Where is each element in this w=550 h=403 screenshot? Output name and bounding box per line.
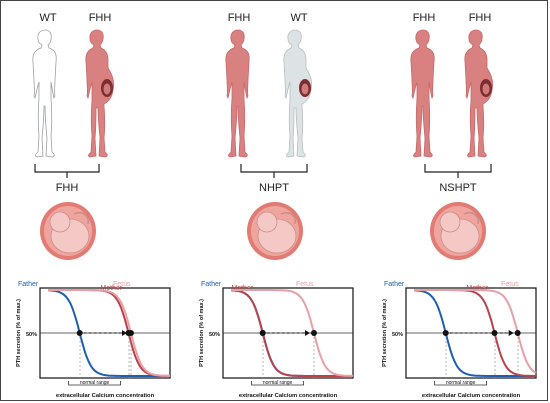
curve-fetus [414, 289, 537, 374]
normal-range-label: normal range [446, 380, 476, 386]
father-figure [410, 29, 435, 158]
fetus-in-womb-illustration [247, 202, 303, 260]
inheritance-bracket [240, 164, 308, 178]
panel-nshpt: FHH FHH NSHPT 50% PTH secretion (% of max.) e… [366, 0, 549, 403]
legend-mother: Mother [466, 285, 488, 292]
arrow-head [304, 330, 310, 336]
curve-father [47, 289, 170, 377]
y-axis-label: PTH secretion (% of max.) [199, 299, 205, 367]
midpoint-dot [76, 330, 83, 336]
panel-fhh: WT FHH FHH 50% PTH secretion (% of max.) extr… [0, 0, 183, 403]
legend-fetus: Fetus [296, 281, 314, 288]
legend-mother: Mother [100, 285, 122, 292]
legend-fetus: Fetus [501, 281, 519, 288]
mother-figure [283, 29, 313, 158]
father-figure [32, 29, 57, 158]
fetus-phenotype-label: FHH [55, 182, 79, 194]
normal-range-label: normal range [80, 380, 110, 386]
father-figure [225, 29, 250, 158]
parent-right-label: FHH [88, 12, 112, 24]
x-axis-label: extracellular Calcium concentration [239, 393, 338, 399]
parent-left-label: WT [39, 12, 57, 24]
pth-secretion-chart: 50% PTH secretion (% of max.) extracellula… [382, 281, 537, 399]
x-axis-label: extracellular Calcium concentration [422, 393, 521, 399]
midpoint-dot [491, 330, 498, 336]
legend-mother: Mother [231, 285, 253, 292]
x-axis-label: extracellular Calcium concentration [56, 393, 155, 399]
normal-range-bracket [251, 381, 304, 386]
inheritance-bracket [34, 164, 100, 178]
legend-father: Father [18, 281, 39, 288]
inheritance-bracket [424, 164, 492, 178]
midpoint-dot [442, 330, 449, 336]
y-axis-label: PTH secretion (% of max.) [16, 299, 22, 367]
parent-right-label: WT [290, 12, 308, 24]
normal-range-bracket [68, 381, 121, 386]
panel-nhpt: FHH WT NHPT 50% PTH secretion (% of max.) ext… [183, 0, 366, 403]
parent-right-label: FHH [468, 12, 492, 24]
midpoint-dot [514, 330, 521, 336]
curve-mother [230, 289, 353, 377]
fetus-in-womb-illustration [430, 202, 486, 260]
fetus-in-womb-illustration [40, 202, 96, 260]
curve-fetus [48, 289, 170, 377]
mother-figure [464, 29, 494, 158]
fetus-phenotype-label: NSHPT [439, 182, 477, 194]
fifty-percent-label: 50% [209, 332, 220, 338]
normal-range-bracket [434, 381, 487, 386]
parent-left-label: FHH [412, 12, 436, 24]
parent-left-label: FHH [227, 12, 251, 24]
fifty-percent-label: 50% [392, 332, 403, 338]
y-axis-label: PTH secretion (% of max.) [382, 299, 388, 367]
arrow-head [508, 330, 514, 336]
midpoint-dot [259, 330, 266, 336]
legend-fetus: Fetus [113, 281, 131, 288]
legend-father: Father [384, 281, 405, 288]
arrow-head [121, 330, 127, 336]
fifty-percent-label: 50% [26, 332, 37, 338]
curve-fetus [231, 289, 353, 377]
legend-father: Father [201, 281, 222, 288]
normal-range-label: normal range [263, 380, 293, 386]
pth-secretion-chart: 50% PTH secretion (% of max.) extracellula… [16, 281, 171, 399]
midpoint-dot [310, 330, 317, 336]
curve-father [413, 289, 536, 377]
mother-figure [85, 29, 115, 158]
fetus-phenotype-label: NHPT [259, 182, 289, 194]
pth-secretion-chart: 50% PTH secretion (% of max.) extracellula… [199, 281, 354, 399]
midpoint-dot [127, 330, 134, 336]
